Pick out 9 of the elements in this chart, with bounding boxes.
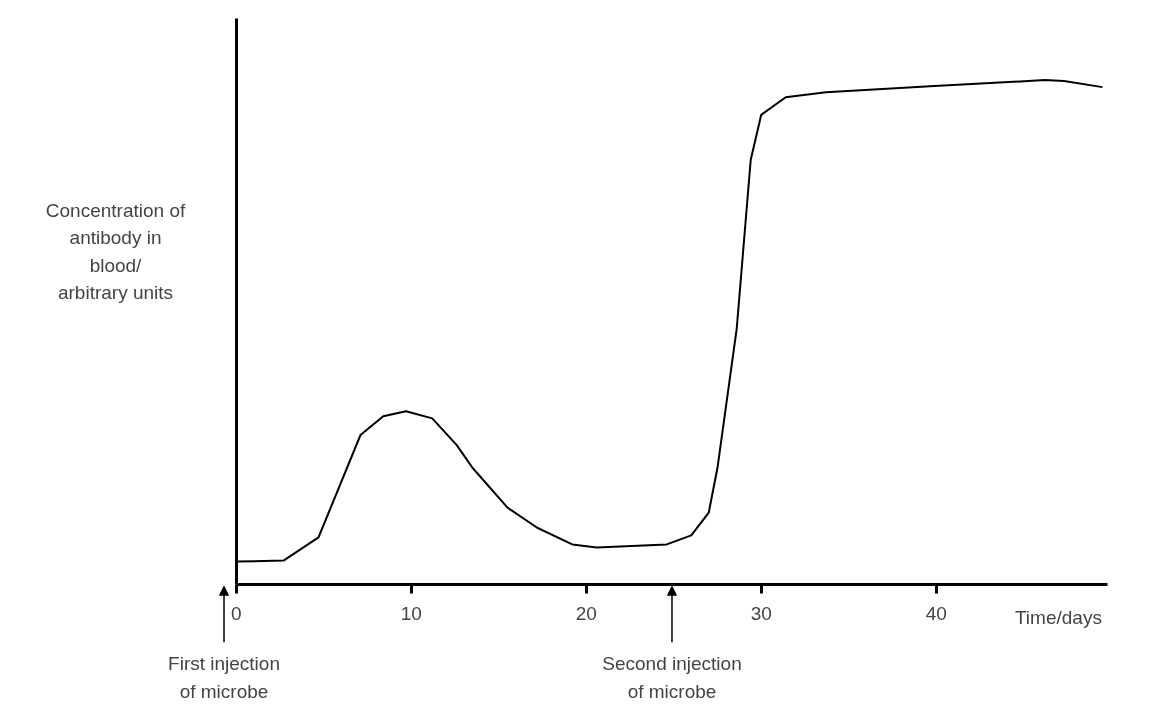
text: First injection of microbe <box>168 653 280 702</box>
x-tick-label: 20 <box>575 603 597 625</box>
x-tick-label: 10 <box>400 603 422 625</box>
text: Second injection of microbe <box>602 653 742 702</box>
x-tick-label: 30 <box>750 603 772 625</box>
y-axis-title: Concentration of antibody in blood/ arbitrary units <box>45 200 186 303</box>
x-axis-title: Time/days <box>1014 606 1102 628</box>
x-tick-label: 40 <box>925 603 947 625</box>
x-tick-label: 0 <box>230 603 242 625</box>
